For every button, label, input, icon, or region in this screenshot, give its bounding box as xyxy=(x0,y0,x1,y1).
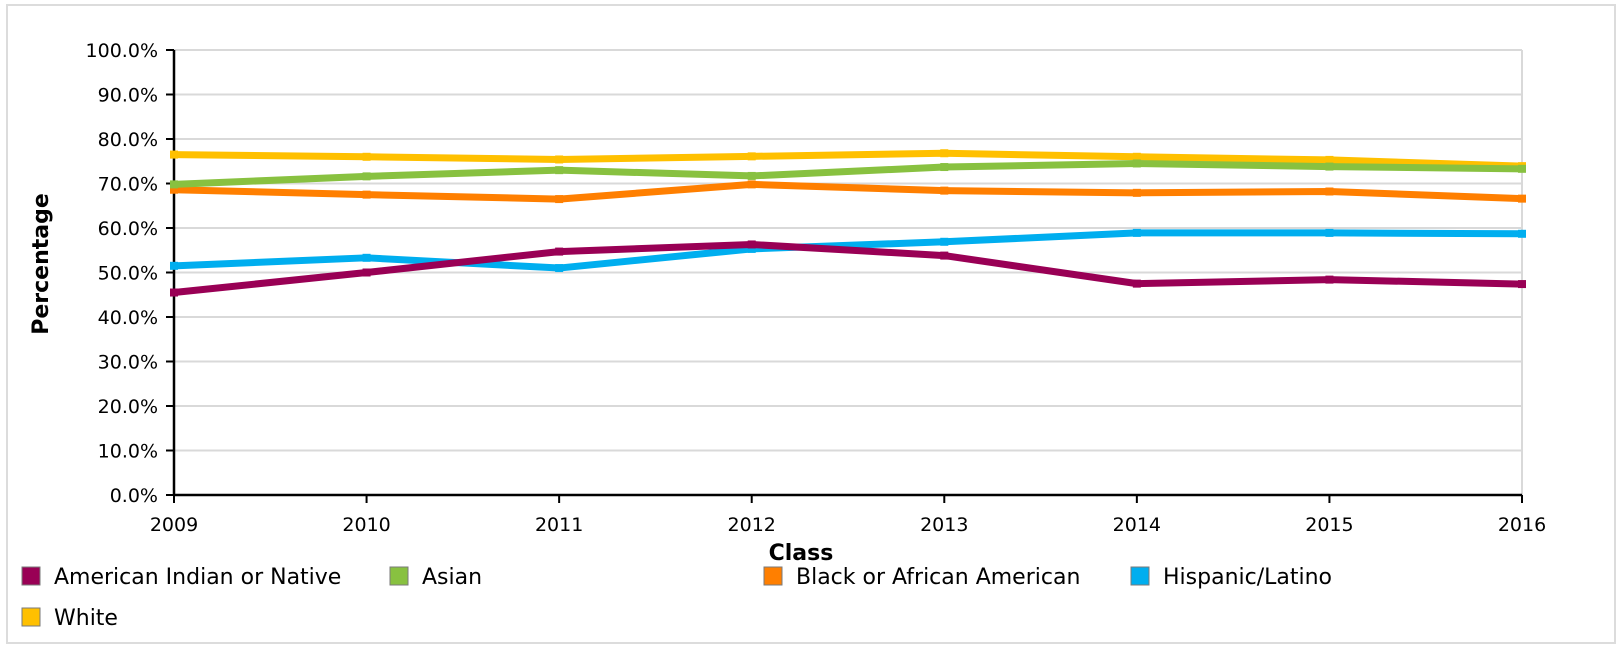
data-point-hispanic-latino xyxy=(747,244,756,253)
data-point-white xyxy=(1132,152,1141,161)
data-point-american-indian-or-native xyxy=(940,251,949,260)
data-point-black-or-african-american xyxy=(940,186,949,195)
data-point-black-or-african-american xyxy=(170,185,178,194)
data-point-american-indian-or-native xyxy=(1518,280,1526,289)
x-tick-label: 2016 xyxy=(1498,514,1546,536)
chart-frame xyxy=(6,4,1616,644)
y-tick-label: 10.0% xyxy=(98,441,158,463)
legend-label-american-indian-or-native: American Indian or Native xyxy=(54,565,341,590)
legend-swatch-hispanic-latino xyxy=(1130,566,1150,586)
x-tick-label: 2015 xyxy=(1305,514,1353,536)
data-point-asian xyxy=(1325,162,1334,171)
data-point-asian xyxy=(747,171,756,180)
series-line-hispanic-latino xyxy=(173,229,1523,272)
series-line-american-indian-or-native xyxy=(173,240,1523,297)
data-point-hispanic-latino xyxy=(940,237,949,246)
x-tick-label: 2013 xyxy=(920,514,968,536)
y-tick-label: 60.0% xyxy=(98,218,158,240)
y-tick-label: 90.0% xyxy=(98,85,158,107)
data-point-black-or-african-american xyxy=(747,180,756,189)
data-point-black-or-african-american xyxy=(1325,187,1334,196)
data-point-hispanic-latino xyxy=(1132,228,1141,237)
data-point-white xyxy=(362,152,371,161)
data-point-black-or-african-american xyxy=(1518,194,1526,203)
data-point-asian xyxy=(170,180,178,189)
data-point-black-or-african-american xyxy=(555,195,564,204)
data-point-black-or-african-american xyxy=(1132,188,1141,197)
legend-label-asian: Asian xyxy=(422,565,482,590)
series-line-black-or-african-american xyxy=(173,180,1523,203)
x-axis-title: Class xyxy=(769,541,834,566)
y-tick-label: 100.0% xyxy=(86,40,158,62)
x-axis-ticks: 2009 2010 2011 2012 2013 2014 2015 2016 xyxy=(150,514,1546,536)
data-point-black-or-african-american xyxy=(362,190,371,199)
data-point-american-indian-or-native xyxy=(747,240,756,249)
data-point-asian xyxy=(940,163,949,172)
data-point-hispanic-latino xyxy=(1325,228,1334,237)
data-point-white xyxy=(170,150,178,159)
data-point-american-indian-or-native xyxy=(1325,275,1334,284)
legend-swatch-black-or-african-american xyxy=(763,566,783,586)
data-point-hispanic-latino xyxy=(555,264,564,273)
x-tick-label: 2012 xyxy=(728,514,776,536)
y-tick-label: 70.0% xyxy=(98,174,158,196)
legend-swatch-american-indian-or-native xyxy=(21,566,41,586)
data-point-white xyxy=(555,155,564,164)
data-point-american-indian-or-native xyxy=(362,268,371,277)
legend-label-hispanic-latino: Hispanic/Latino xyxy=(1163,565,1332,590)
y-tick-label: 30.0% xyxy=(98,352,158,374)
series-group xyxy=(170,149,1526,297)
data-point-american-indian-or-native xyxy=(1132,279,1141,288)
data-point-asian xyxy=(1132,159,1141,168)
x-tick-label: 2009 xyxy=(150,514,198,536)
y-tick-label: 40.0% xyxy=(98,307,158,329)
legend-label-white: White xyxy=(54,606,118,631)
legend-label-black-or-african-american: Black or African American xyxy=(796,565,1080,590)
data-point-american-indian-or-native xyxy=(555,247,564,256)
y-tick-label: 20.0% xyxy=(98,396,158,418)
data-point-hispanic-latino xyxy=(1518,229,1526,238)
data-point-hispanic-latino xyxy=(362,253,371,262)
data-point-american-indian-or-native xyxy=(170,288,178,297)
axes xyxy=(166,49,1523,503)
y-axis-title: Percentage xyxy=(29,193,54,335)
data-point-white xyxy=(1325,155,1334,164)
x-tick-label: 2010 xyxy=(342,514,390,536)
data-point-asian xyxy=(555,166,564,175)
x-tick-label: 2011 xyxy=(535,514,583,536)
legend-swatch-white xyxy=(21,607,41,627)
data-point-white xyxy=(747,152,756,161)
y-tick-label: 80.0% xyxy=(98,129,158,151)
x-tick-label: 2014 xyxy=(1113,514,1161,536)
data-point-asian xyxy=(1518,164,1526,173)
y-axis-ticks: 0.0% 10.0% 20.0% 30.0% 40.0% 50.0% 60.0% 70.0% 8… xyxy=(86,40,158,507)
data-point-hispanic-latino xyxy=(170,261,178,270)
legend-swatch-asian xyxy=(389,566,409,586)
series-line-asian xyxy=(173,159,1523,188)
series-line-white xyxy=(173,149,1523,170)
data-point-asian xyxy=(362,172,371,181)
y-tick-label: 50.0% xyxy=(98,263,158,285)
y-tick-label: 0.0% xyxy=(110,485,158,507)
data-point-white xyxy=(940,149,949,158)
legend: American Indian or Native Asian Black or A… xyxy=(21,565,1332,631)
